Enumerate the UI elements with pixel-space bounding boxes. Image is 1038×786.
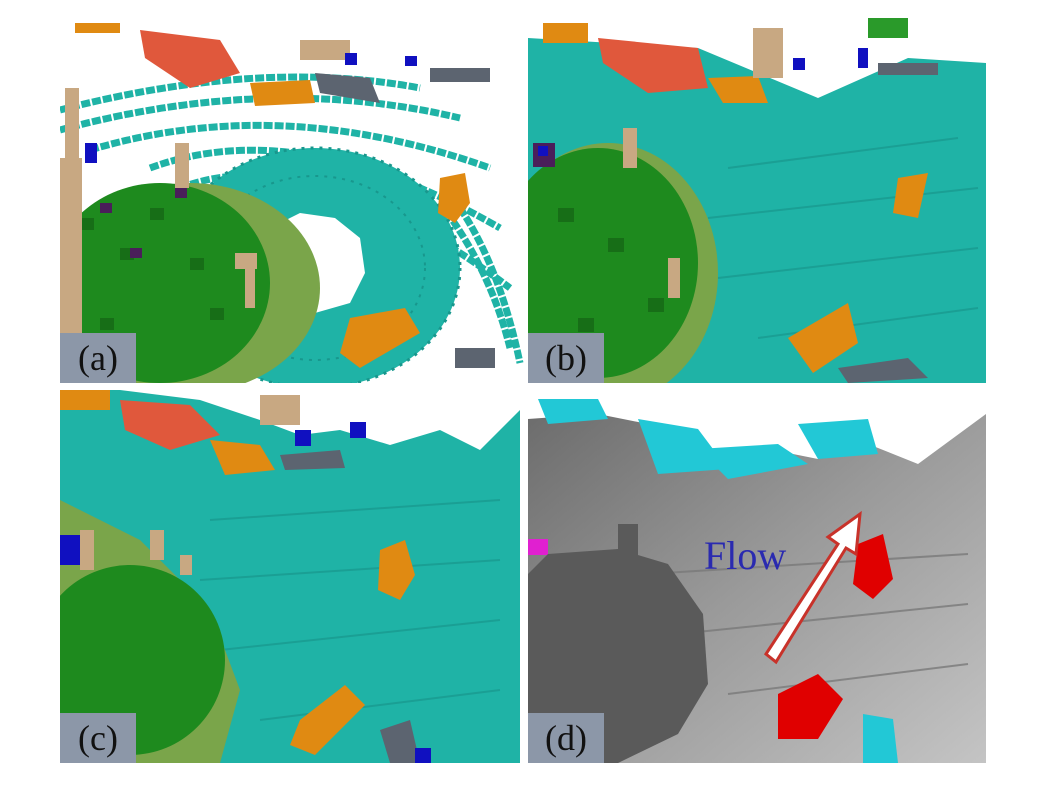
panel-d-label: (d) [528,713,604,763]
panel-b-voxel-scene [528,18,986,383]
flow-arrow-icon [763,510,862,665]
flow-annotation: Flow [704,533,787,578]
panel-d: Flow (d) [528,394,986,763]
panel-c-voxel-scene [60,390,520,763]
panel-c-label: (c) [60,713,136,763]
panel-b: (b) [528,18,986,383]
panel-b-label: (b) [528,333,604,383]
panel-a: (a) [60,18,530,383]
panel-c: (c) [60,390,520,763]
panel-a-voxel-scene [60,18,530,383]
panel-d-flow-scene [528,394,986,763]
panel-a-label: (a) [60,333,136,383]
